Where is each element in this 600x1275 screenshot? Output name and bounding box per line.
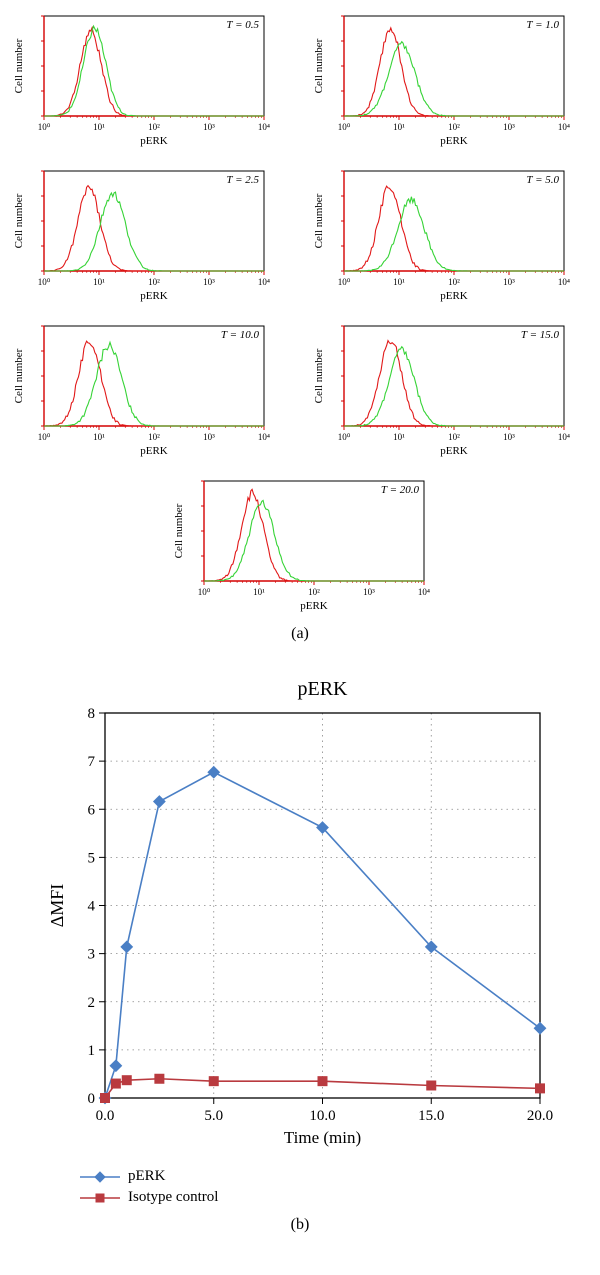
svg-text:10²: 10² bbox=[148, 277, 160, 287]
svg-text:10¹: 10¹ bbox=[393, 122, 405, 132]
histogram: 10⁰ 10¹ 10² 10³ 10⁴ pERK Cell number T = 15.0 bbox=[310, 320, 570, 460]
svg-text:0.0: 0.0 bbox=[96, 1108, 115, 1124]
panel-b-legend: pERK Isotype control bbox=[80, 1168, 590, 1206]
svg-text:10³: 10³ bbox=[503, 432, 515, 442]
svg-text:10⁰: 10⁰ bbox=[38, 122, 51, 132]
svg-text:15.0: 15.0 bbox=[418, 1108, 444, 1124]
svg-text:1: 1 bbox=[88, 1043, 96, 1059]
svg-text:10³: 10³ bbox=[503, 277, 515, 287]
legend-iso: Isotype control bbox=[80, 1189, 590, 1206]
svg-text:Cell number: Cell number bbox=[313, 348, 325, 403]
histogram-cell: 10⁰ 10¹ 10² 10³ 10⁴ pERK Cell number T = 15.0 bbox=[310, 320, 590, 465]
svg-text:10⁴: 10⁴ bbox=[558, 122, 570, 132]
histogram-cell: 10⁰ 10¹ 10² 10³ 10⁴ pERK Cell number T = 1.0 bbox=[310, 10, 590, 155]
legend-iso-label: Isotype control bbox=[128, 1189, 218, 1206]
histogram-cell: 10⁰ 10¹ 10² 10³ 10⁴ pERK Cell number T = 20.0 bbox=[10, 475, 590, 615]
svg-text:pERK: pERK bbox=[140, 290, 168, 302]
svg-text:10¹: 10¹ bbox=[93, 122, 105, 132]
legend-perk-label: pERK bbox=[128, 1168, 166, 1185]
histogram-cell: 10⁰ 10¹ 10² 10³ 10⁴ pERK Cell number T = 2.5 bbox=[10, 165, 290, 310]
svg-text:7: 7 bbox=[88, 754, 96, 770]
svg-text:8: 8 bbox=[88, 706, 96, 722]
svg-text:Cell number: Cell number bbox=[13, 193, 25, 248]
histogram: 10⁰ 10¹ 10² 10³ 10⁴ pERK Cell number T = 1.0 bbox=[310, 10, 570, 150]
svg-text:T = 15.0: T = 15.0 bbox=[521, 329, 560, 341]
panel-a-caption: (a) bbox=[10, 625, 590, 643]
svg-text:10³: 10³ bbox=[363, 587, 375, 597]
legend-perk: pERK bbox=[80, 1168, 590, 1185]
svg-text:ΔMFI: ΔMFI bbox=[47, 884, 67, 928]
histogram: 10⁰ 10¹ 10² 10³ 10⁴ pERK Cell number T = 2.5 bbox=[10, 165, 270, 305]
svg-text:pERK: pERK bbox=[440, 290, 468, 302]
svg-text:10²: 10² bbox=[148, 122, 160, 132]
svg-text:10⁴: 10⁴ bbox=[558, 277, 570, 287]
legend-perk-marker bbox=[80, 1170, 120, 1184]
svg-text:6: 6 bbox=[88, 802, 96, 818]
svg-text:10⁰: 10⁰ bbox=[38, 432, 51, 442]
histogram: 10⁰ 10¹ 10² 10³ 10⁴ pERK Cell number T = 0.5 bbox=[10, 10, 270, 150]
svg-text:T = 10.0: T = 10.0 bbox=[221, 329, 260, 341]
svg-text:3: 3 bbox=[88, 947, 96, 963]
svg-text:0: 0 bbox=[88, 1091, 96, 1107]
svg-text:pERK: pERK bbox=[140, 445, 168, 457]
svg-text:Cell number: Cell number bbox=[313, 38, 325, 93]
histogram-cell: 10⁰ 10¹ 10² 10³ 10⁴ pERK Cell number T = 5.0 bbox=[310, 165, 590, 310]
histogram: 10⁰ 10¹ 10² 10³ 10⁴ pERK Cell number T = 20.0 bbox=[170, 475, 430, 615]
svg-text:10⁴: 10⁴ bbox=[258, 122, 270, 132]
svg-text:20.0: 20.0 bbox=[527, 1108, 553, 1124]
svg-text:10⁰: 10⁰ bbox=[338, 277, 351, 287]
svg-text:T = 2.5: T = 2.5 bbox=[226, 174, 259, 186]
svg-text:2: 2 bbox=[88, 995, 96, 1011]
svg-text:Cell number: Cell number bbox=[13, 348, 25, 403]
svg-text:10⁰: 10⁰ bbox=[338, 122, 351, 132]
svg-text:10³: 10³ bbox=[503, 122, 515, 132]
svg-text:10⁴: 10⁴ bbox=[418, 587, 430, 597]
svg-text:pERK: pERK bbox=[300, 600, 328, 612]
svg-text:10²: 10² bbox=[448, 277, 460, 287]
panel-b-caption: (b) bbox=[10, 1216, 590, 1234]
legend-iso-marker bbox=[80, 1191, 120, 1205]
svg-text:10²: 10² bbox=[308, 587, 320, 597]
svg-text:T = 0.5: T = 0.5 bbox=[226, 19, 259, 31]
svg-text:10⁰: 10⁰ bbox=[38, 277, 51, 287]
svg-text:10¹: 10¹ bbox=[253, 587, 265, 597]
svg-text:T = 20.0: T = 20.0 bbox=[381, 484, 420, 496]
panel-a: 10⁰10¹10²10³10⁴pERKCell numberT = 0.510⁰… bbox=[10, 10, 590, 615]
svg-text:10²: 10² bbox=[148, 432, 160, 442]
histogram: 10⁰ 10¹ 10² 10³ 10⁴ pERK Cell number T = 10.0 bbox=[10, 320, 270, 460]
svg-text:10¹: 10¹ bbox=[93, 432, 105, 442]
svg-text:10³: 10³ bbox=[203, 277, 215, 287]
svg-text:Cell number: Cell number bbox=[173, 503, 185, 558]
histogram-cell: 10⁰ 10¹ 10² 10³ 10⁴ pERK Cell number T = 0.5 bbox=[10, 10, 290, 155]
svg-text:10⁰: 10⁰ bbox=[198, 587, 211, 597]
svg-text:4: 4 bbox=[88, 899, 96, 915]
svg-text:10²: 10² bbox=[448, 122, 460, 132]
svg-text:10²: 10² bbox=[448, 432, 460, 442]
svg-text:10³: 10³ bbox=[203, 432, 215, 442]
svg-text:pERK: pERK bbox=[298, 678, 349, 700]
svg-text:pERK: pERK bbox=[440, 445, 468, 457]
svg-text:Cell number: Cell number bbox=[313, 193, 325, 248]
panel-b: pERK 0.0 5.0 10.0 15.0 20.0 0 1 2 3 4 5 6 7 8 Time (min… bbox=[10, 673, 590, 1153]
svg-text:10.0: 10.0 bbox=[309, 1108, 335, 1124]
svg-text:Cell number: Cell number bbox=[13, 38, 25, 93]
svg-text:5.0: 5.0 bbox=[204, 1108, 223, 1124]
svg-text:10⁴: 10⁴ bbox=[258, 432, 270, 442]
svg-text:T = 5.0: T = 5.0 bbox=[526, 174, 559, 186]
svg-text:pERK: pERK bbox=[440, 135, 468, 147]
svg-text:10¹: 10¹ bbox=[93, 277, 105, 287]
histogram-cell: 10⁰ 10¹ 10² 10³ 10⁴ pERK Cell number T = 10.0 bbox=[10, 320, 290, 465]
svg-text:10¹: 10¹ bbox=[393, 432, 405, 442]
svg-text:5: 5 bbox=[88, 850, 96, 866]
svg-text:10⁰: 10⁰ bbox=[338, 432, 351, 442]
histogram: 10⁰ 10¹ 10² 10³ 10⁴ pERK Cell number T = 5.0 bbox=[310, 165, 570, 305]
svg-text:T = 1.0: T = 1.0 bbox=[526, 19, 559, 31]
svg-text:pERK: pERK bbox=[140, 135, 168, 147]
svg-text:10³: 10³ bbox=[203, 122, 215, 132]
svg-text:Time (min): Time (min) bbox=[284, 1128, 361, 1147]
svg-text:10⁴: 10⁴ bbox=[258, 277, 270, 287]
svg-text:10¹: 10¹ bbox=[393, 277, 405, 287]
svg-text:10⁴: 10⁴ bbox=[558, 432, 570, 442]
